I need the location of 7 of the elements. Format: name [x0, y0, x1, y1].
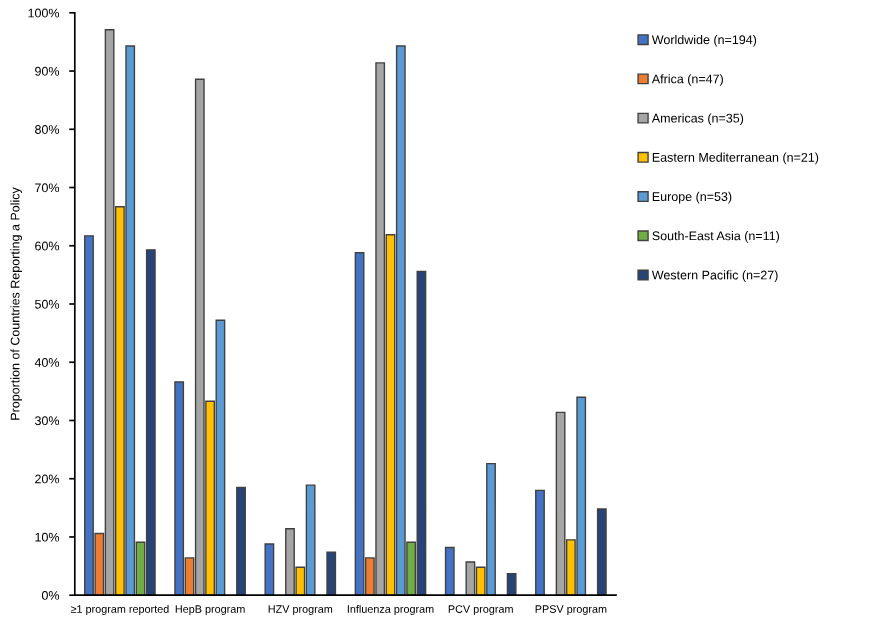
bar [535, 489, 545, 596]
bar [506, 572, 517, 596]
bar [444, 546, 455, 596]
bar [326, 551, 337, 596]
bar [596, 508, 607, 596]
bar [264, 543, 275, 596]
bar [236, 486, 246, 596]
